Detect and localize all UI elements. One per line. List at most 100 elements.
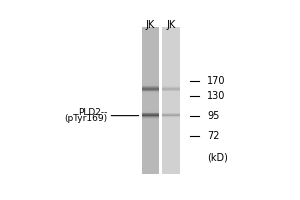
Bar [142,77,159,78]
Bar [142,94,159,95]
Bar [142,34,159,35]
Bar [142,78,159,79]
Bar [142,35,159,36]
Bar [163,61,180,62]
Bar [163,133,180,134]
Bar [163,49,180,50]
Bar [142,109,159,110]
Bar [163,103,180,104]
Bar [163,115,180,116]
Bar [163,152,180,153]
Bar [163,89,180,90]
Bar [163,75,180,76]
Bar [163,154,180,155]
Bar [163,113,180,114]
Bar [142,32,159,33]
Bar [163,158,180,159]
Bar [163,124,180,125]
Bar [163,83,180,84]
Bar [142,162,159,163]
Bar [163,154,180,155]
Bar [163,116,180,117]
Bar [142,67,159,68]
Bar [142,69,159,70]
Bar [163,98,180,99]
Bar [142,93,159,94]
Bar [163,149,180,150]
Bar [163,143,180,144]
Bar [142,161,159,162]
Bar [163,30,180,31]
Bar [163,97,180,98]
Bar [142,41,159,42]
Bar [142,61,159,62]
Bar [163,80,180,81]
Bar [142,173,159,174]
Bar [142,171,159,172]
Bar [163,84,180,85]
Bar [163,111,180,112]
Bar [142,72,159,73]
Bar [142,51,159,52]
Bar [142,122,159,123]
Bar [163,99,180,100]
Bar [163,39,180,40]
Bar [142,87,159,88]
Bar [142,65,159,66]
Bar [163,134,180,135]
Bar [142,159,159,160]
Bar [142,85,159,86]
Bar [163,119,180,120]
Bar [142,138,159,139]
Bar [142,52,159,53]
Bar [163,52,180,53]
Bar [142,74,159,75]
Bar [163,104,180,105]
Bar [163,108,180,109]
Bar [142,39,159,40]
Bar [142,132,159,133]
Bar [163,170,180,171]
Bar [163,27,180,28]
Bar [163,58,180,59]
Bar [163,37,180,38]
Bar [163,56,180,57]
Bar [163,120,180,121]
Bar [142,154,159,155]
Bar [163,99,180,100]
Bar [142,88,159,89]
Bar [163,165,180,166]
Bar [142,31,159,32]
Bar [163,82,180,83]
Bar [142,56,159,57]
Bar [142,114,159,115]
Bar [163,155,180,156]
Bar [163,141,180,142]
Bar [142,105,159,106]
Bar [142,125,159,126]
Bar [163,167,180,168]
Bar [163,164,180,165]
Bar [163,151,180,152]
Bar [163,153,180,154]
Bar [163,36,180,37]
Bar [163,136,180,137]
Bar [142,71,159,72]
Bar [142,140,159,141]
Bar [163,147,180,148]
Bar [142,75,159,76]
Bar [142,147,159,148]
Text: (pTyr169): (pTyr169) [64,114,107,123]
Bar [163,130,180,131]
Bar [163,109,180,110]
Bar [163,91,180,92]
Bar [142,143,159,144]
Bar [142,94,159,95]
Bar [163,79,180,80]
Bar [163,75,180,76]
Bar [163,46,180,47]
Bar [163,124,180,125]
Bar [163,92,180,93]
Bar [163,77,180,78]
Bar [163,126,180,127]
